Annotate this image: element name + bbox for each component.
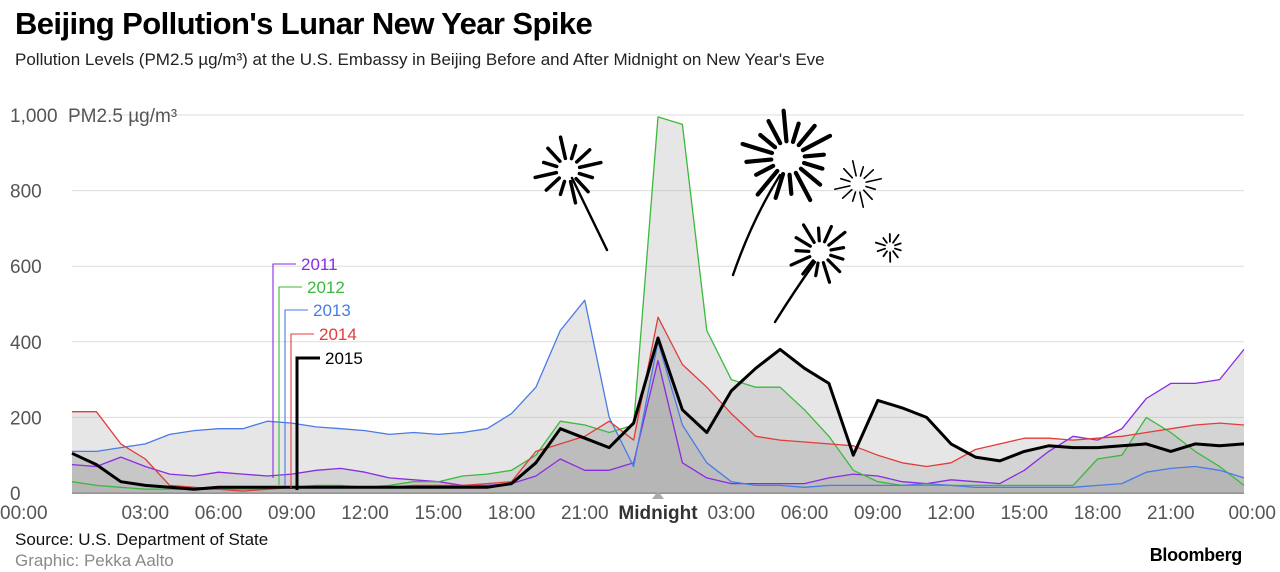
y-tick-label: 0 [10, 484, 21, 505]
source-note: Source: U.S. Department of State [15, 530, 269, 549]
y-tick-label: 200 [10, 408, 42, 429]
area-2013 [72, 300, 1244, 493]
legend-leader-2011 [272, 263, 296, 478]
firework-trail [773, 260, 817, 324]
series-line-2011 [71, 348, 1245, 487]
series-line-2015 [71, 336, 1245, 491]
midnight-marker [652, 491, 664, 499]
legend-leader-2015 [295, 356, 320, 490]
legend-label-2011: 2011 [301, 255, 338, 274]
firework-burst-icon [740, 108, 833, 203]
legend-leader-2014 [290, 333, 314, 488]
x-tick-label: 06:00 [195, 503, 243, 524]
x-tick-label: 09:00 [854, 503, 902, 524]
y-axis-unit-label: PM2.5 µg/m³ [68, 106, 177, 127]
legend-leader-2013 [284, 309, 308, 486]
x-tick-label: 09:00 [268, 503, 316, 524]
fireworks-illustration [533, 108, 902, 324]
firework-burst-icon [533, 135, 603, 205]
area-fills [72, 116, 1244, 494]
area-2014 [72, 317, 1244, 493]
graphic-credit: Graphic: Pekka Aalto [15, 551, 174, 570]
x-tick-label: 03:00 [707, 503, 755, 524]
legend-label-2014: 2014 [319, 325, 357, 344]
chart-subtitle: Pollution Levels (PM2.5 µg/m³) at the U.… [15, 50, 825, 69]
legend-label-2015: 2015 [325, 349, 363, 368]
x-tick-label: 00:00 [0, 503, 48, 524]
legend-label-2012: 2012 [307, 278, 345, 297]
x-tick-label: 06:00 [781, 503, 829, 524]
y-tick-label: 800 [10, 182, 42, 203]
bloomberg-logo: Bloomberg [1149, 545, 1243, 565]
y-tick-label: 400 [10, 333, 42, 354]
x-tick-label: 15:00 [1000, 503, 1048, 524]
x-tick-label: 18:00 [1074, 503, 1122, 524]
chart-title: Beijing Pollution's Lunar New Year Spike [15, 6, 593, 41]
x-axis: 00:00 03:00 06:00 09:00 12:00 15:00 18:00 21:00… [0, 491, 1276, 524]
firework-burst-icon [789, 223, 847, 284]
x-tick-label: 21:00 [561, 503, 609, 524]
legend: 2011 2012 2013 2014 2015 [272, 255, 363, 490]
y-tick-label: 1,000 [10, 106, 58, 127]
area-2015 [72, 338, 1244, 493]
series-lines [71, 116, 1245, 492]
series-line-2014 [72, 316, 1245, 492]
x-tick-label: 18:00 [488, 503, 536, 524]
y-tick-label: 600 [10, 257, 42, 278]
x-tick-label: 12:00 [927, 503, 975, 524]
legend-leader-2012 [278, 286, 302, 485]
x-tick-label: 15:00 [414, 503, 462, 524]
firework-trail [731, 173, 782, 277]
area-2011 [72, 349, 1244, 493]
x-tick-label: 12:00 [341, 503, 389, 524]
firework-burst-icon [834, 160, 882, 208]
x-tick-label: 00:00 [1228, 503, 1276, 524]
area-2012 [72, 116, 1244, 494]
x-tick-label: Midnight [618, 503, 698, 524]
x-tick-label: 03:00 [121, 503, 169, 524]
legend-label-2013: 2013 [313, 301, 351, 320]
firework-burst-icon [874, 233, 902, 263]
x-tick-label: 21:00 [1147, 503, 1195, 524]
y-axis: 0 200 400 600 800 1,000 PM2.5 µg/m³ [10, 106, 177, 505]
firework-trail [570, 176, 609, 252]
